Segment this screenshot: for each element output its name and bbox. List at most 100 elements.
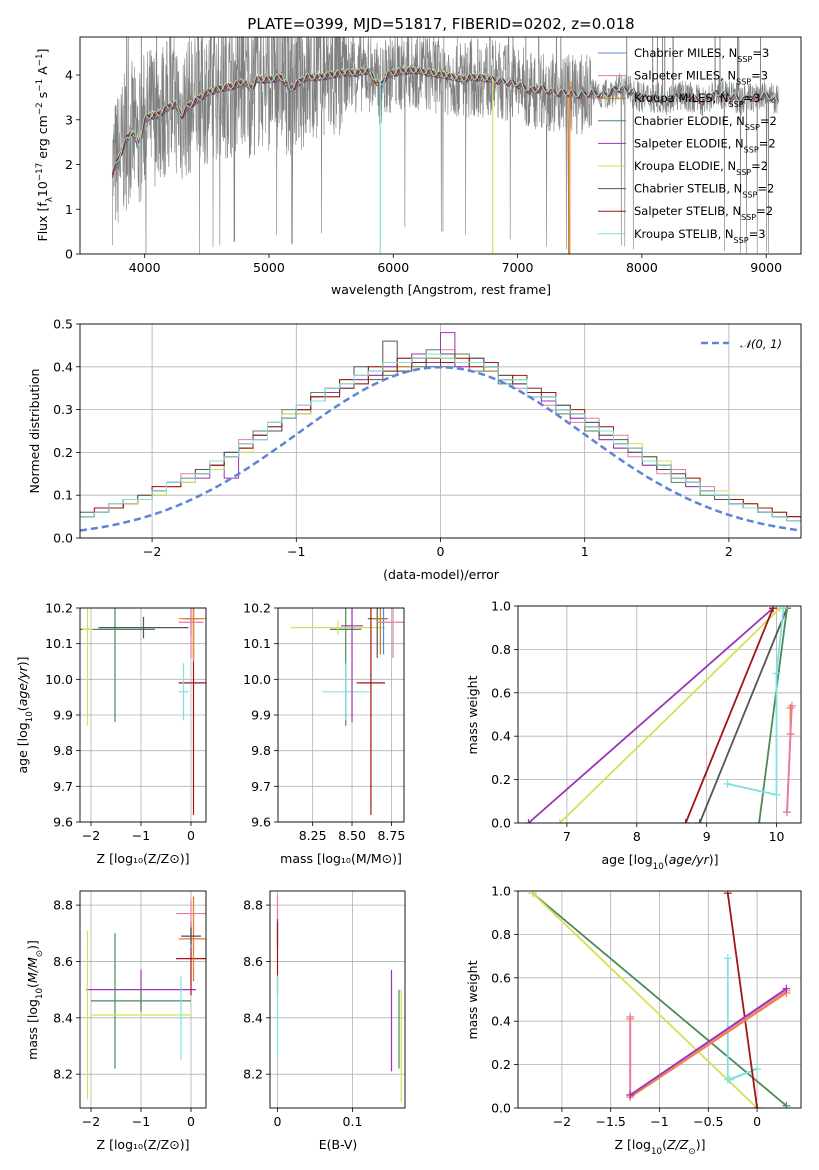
y-tick-label: 0.4 bbox=[491, 1014, 511, 1029]
x-tick-label: 9000 bbox=[750, 260, 782, 275]
weight-line bbox=[629, 987, 787, 1096]
y-axis-label: mass weight bbox=[465, 675, 480, 754]
x-axis-label: Z [log10(Z/Z⊙)] bbox=[615, 1137, 706, 1157]
x-tick-label: −1 bbox=[650, 1114, 668, 1129]
label-part: )] bbox=[709, 852, 719, 867]
legend-label: Chabrier MILES, NSSP=3 bbox=[634, 46, 769, 64]
x-tick-label: 8.50 bbox=[338, 828, 366, 843]
x-tick-label: 5000 bbox=[253, 260, 285, 275]
label-part: 10 bbox=[25, 711, 35, 722]
label-part: =2 bbox=[756, 204, 773, 218]
axes-frame bbox=[79, 607, 207, 823]
plot-area bbox=[276, 896, 402, 1103]
label-part: ( bbox=[25, 983, 40, 988]
label-part: Z [log bbox=[615, 1137, 651, 1152]
label-part: =3 bbox=[752, 46, 769, 60]
y-tick-label: 0.4 bbox=[491, 729, 511, 744]
weight-line bbox=[758, 608, 788, 823]
label-part: =2 bbox=[751, 159, 768, 173]
label-part: =2 bbox=[759, 136, 776, 150]
label-part: Chabrier MILES, N bbox=[634, 46, 737, 60]
x-tick-label: 0 bbox=[187, 828, 195, 843]
plot-area bbox=[111, 37, 779, 254]
weight-line bbox=[786, 705, 793, 813]
y-tick-label: 1.0 bbox=[491, 599, 511, 614]
weight-line bbox=[727, 608, 785, 796]
label-part: SSP bbox=[745, 122, 760, 131]
label-part: −2 bbox=[35, 102, 45, 115]
y-tick-label: 0.5 bbox=[53, 317, 73, 332]
y-tick-label: 10.2 bbox=[45, 601, 73, 616]
observed-spectrum bbox=[112, 37, 779, 254]
label-part: ( bbox=[664, 852, 669, 867]
y-axis-label: mass weight bbox=[465, 960, 480, 1039]
y-tick-label: 10.2 bbox=[243, 601, 271, 616]
y-tick-label: 3 bbox=[65, 112, 73, 127]
x-tick-label: 10 bbox=[769, 829, 785, 844]
y-tick-label: 8.8 bbox=[243, 898, 263, 913]
weight-line bbox=[698, 607, 788, 823]
y-tick-label: 0.2 bbox=[491, 1057, 511, 1072]
y-tick-label: 1.0 bbox=[491, 884, 511, 899]
label-part: age [log bbox=[15, 722, 30, 773]
legend-label: Salpeter STELIB, NSSP=2 bbox=[634, 204, 773, 222]
plot-area bbox=[524, 606, 796, 823]
plot-area bbox=[528, 891, 791, 1108]
y-tick-label: 8.4 bbox=[243, 1010, 263, 1025]
legend-label: Kroupa STELIB, NSSP=3 bbox=[634, 227, 766, 245]
x-tick-label: 0 bbox=[437, 544, 445, 559]
x-tick-label: −1 bbox=[132, 828, 150, 843]
label-part: =2 bbox=[760, 114, 777, 128]
y-tick-label: 8.2 bbox=[243, 1067, 263, 1082]
x-tick-label: −2 bbox=[82, 1114, 100, 1129]
label-part: age/yr bbox=[669, 852, 710, 867]
label-part: A bbox=[35, 66, 50, 79]
y-tick-label: 0.0 bbox=[53, 531, 73, 546]
weight-line bbox=[684, 607, 774, 823]
histogram-step bbox=[80, 353, 801, 522]
x-tick-label: 6000 bbox=[377, 260, 409, 275]
label-part: SSP bbox=[729, 100, 744, 109]
axes-frame bbox=[517, 890, 802, 1109]
legend-label: Chabrier STELIB, NSSP=2 bbox=[634, 182, 774, 200]
y-tick-label: 0.3 bbox=[53, 402, 73, 417]
label-part: Chabrier ELODIE, N bbox=[634, 114, 745, 128]
x-axis-label: (data-model)/error bbox=[383, 567, 500, 582]
y-axis-label: mass [log10(M/M⊙)] bbox=[25, 940, 45, 1060]
label-part: SSP bbox=[737, 55, 752, 64]
x-tick-label: −2 bbox=[143, 544, 161, 559]
label-part: Salpeter ELODIE, N bbox=[634, 136, 744, 150]
x-tick-label: −2 bbox=[82, 828, 100, 843]
x-tick-label: 0.1 bbox=[343, 1114, 363, 1129]
weight-line bbox=[532, 892, 787, 1107]
label-part: Z/Z bbox=[666, 1137, 689, 1152]
legend-label: Salpeter ELODIE, NSSP=2 bbox=[634, 136, 776, 154]
x-tick-label: 8 bbox=[633, 829, 641, 844]
y-tick-label: 8.2 bbox=[53, 1067, 73, 1082]
label-part: SSP bbox=[742, 190, 757, 199]
legend-label: Kroupa MILES, NSSP=3 bbox=[634, 91, 761, 109]
label-part: age [log bbox=[601, 852, 652, 867]
y-tick-label: 9.8 bbox=[251, 743, 271, 758]
plot-area bbox=[86, 896, 206, 1100]
plot-area bbox=[80, 332, 801, 532]
label-part: SSP bbox=[741, 213, 756, 222]
y-tick-label: 4 bbox=[65, 68, 73, 83]
weight-line bbox=[559, 607, 781, 823]
y-tick-label: 9.9 bbox=[53, 708, 73, 723]
y-tick-label: 10.1 bbox=[45, 636, 73, 651]
model-spectrum bbox=[111, 67, 779, 176]
y-tick-label: 0 bbox=[65, 247, 73, 262]
y-tick-label: 10.1 bbox=[243, 636, 271, 651]
label-part: −17 bbox=[35, 163, 45, 181]
label-part: =2 bbox=[757, 182, 774, 196]
x-tick-label: 2 bbox=[725, 544, 733, 559]
label-part: )] bbox=[696, 1137, 706, 1152]
weight-age-axes: 7 8 9 10 0.0 0.2 0.4 0.6 0.8 1.0 bbox=[491, 599, 802, 844]
label-part: SSP bbox=[744, 145, 759, 154]
y-tick-label: 1 bbox=[65, 202, 73, 217]
y-tick-label: 0.6 bbox=[491, 685, 511, 700]
y-tick-label: 0.8 bbox=[491, 927, 511, 942]
y-tick-label: 8.4 bbox=[53, 1010, 73, 1025]
axes-frame bbox=[277, 607, 405, 823]
